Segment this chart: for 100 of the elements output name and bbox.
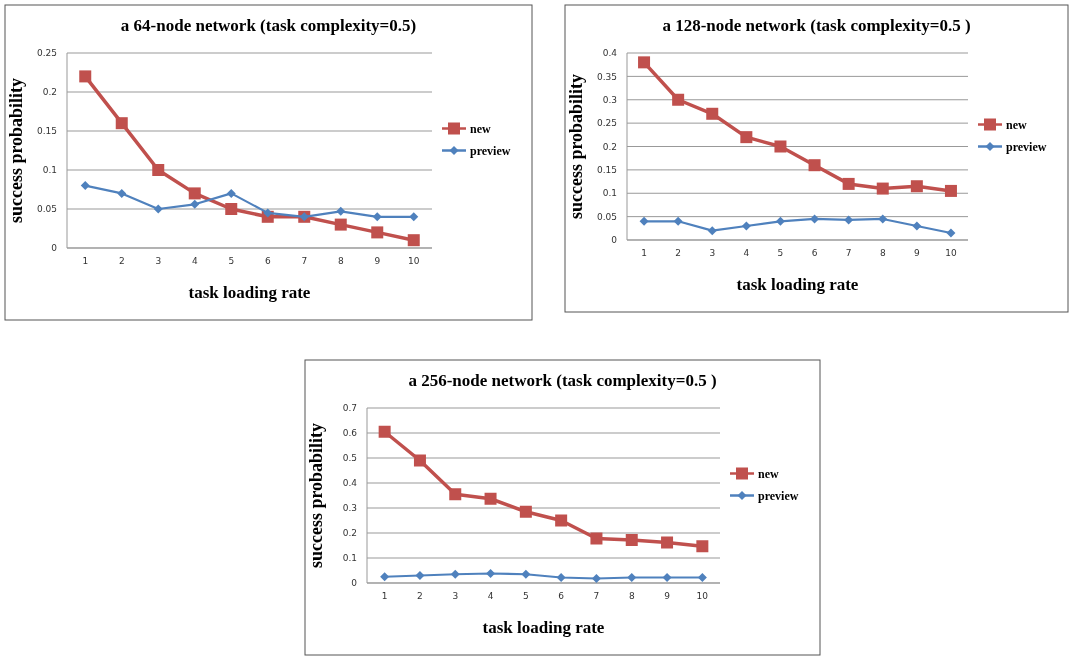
point	[484, 492, 497, 505]
point	[808, 159, 821, 172]
y-axis-title: success probability	[306, 422, 326, 569]
legend-label: new	[470, 121, 491, 136]
y-tick-label: 0.05	[36, 204, 57, 215]
x-tick-label: 5	[522, 591, 529, 601]
chart-title: a 128-node network (task complexity=0.5 )	[662, 16, 971, 35]
x-tick-label: 5	[777, 248, 784, 258]
point	[79, 70, 92, 83]
x-tick-label: 5	[228, 256, 235, 266]
x-tick-label: 1	[381, 591, 388, 601]
point	[450, 569, 460, 579]
point	[225, 203, 238, 215]
y-tick-label: 0	[611, 235, 618, 246]
x-tick-label: 2	[675, 248, 682, 258]
y-tick-label: 0.25	[36, 48, 57, 59]
point	[190, 199, 200, 209]
point	[910, 180, 923, 193]
point	[590, 532, 603, 545]
point	[334, 218, 347, 231]
x-tick-label: 3	[155, 256, 162, 266]
x-tick-label: 10	[696, 591, 709, 601]
x-tick-label: 8	[628, 591, 635, 601]
point	[876, 182, 889, 195]
y-tick-label: 0.15	[596, 165, 617, 176]
point	[878, 214, 888, 224]
point	[117, 188, 127, 198]
point	[415, 571, 425, 580]
y-axis-title: success probability	[566, 73, 586, 220]
point	[707, 226, 717, 236]
y-tick-label: 0.5	[342, 453, 357, 464]
x-tick-label: 10	[408, 256, 420, 266]
point	[775, 216, 785, 226]
point	[556, 573, 566, 582]
y-axis-title: success probability	[6, 77, 26, 224]
x-tick-label: 9	[664, 591, 671, 601]
legend-label: preview	[470, 143, 511, 158]
point	[912, 221, 922, 231]
point	[662, 573, 672, 582]
legend-label: preview	[1006, 139, 1047, 154]
x-tick-label: 7	[593, 591, 600, 601]
point	[449, 488, 462, 501]
point	[639, 216, 649, 226]
point	[521, 569, 531, 579]
x-tick-label: 2	[118, 256, 125, 266]
point	[372, 212, 382, 222]
y-tick-label: 0.4	[602, 48, 618, 59]
x-tick-label: 6	[558, 591, 565, 601]
y-tick-label: 0.15	[36, 126, 57, 137]
point	[378, 425, 391, 438]
point	[944, 184, 957, 197]
point	[409, 212, 419, 222]
x-tick-label: 8	[879, 248, 886, 258]
point	[661, 536, 674, 549]
y-tick-label: 0.35	[596, 71, 617, 82]
x-tick-label: 7	[845, 248, 852, 258]
x-tick-label: 3	[452, 591, 459, 601]
x-tick-label: 7	[301, 256, 308, 266]
point	[555, 514, 568, 527]
point	[625, 534, 638, 546]
point	[696, 540, 709, 553]
y-tick-label: 0	[51, 243, 58, 254]
x-tick-label: 10	[945, 248, 957, 258]
point	[153, 204, 163, 214]
y-tick-label: 0.25	[596, 118, 617, 129]
point	[774, 140, 787, 153]
y-tick-label: 0.2	[602, 141, 617, 152]
legend-label: new	[1006, 117, 1027, 132]
x-tick-label: 4	[487, 591, 494, 601]
point	[638, 56, 651, 69]
x-tick-label: 4	[191, 256, 198, 266]
y-tick-label: 0	[351, 578, 358, 589]
x-axis-title: task loading rate	[188, 283, 311, 302]
y-tick-label: 0.7	[342, 403, 357, 414]
point	[263, 208, 273, 218]
point	[371, 226, 384, 239]
point	[152, 164, 165, 176]
point	[519, 505, 532, 518]
legend-label: new	[758, 466, 779, 481]
x-tick-label: 4	[743, 248, 750, 258]
point	[842, 177, 855, 190]
point	[672, 93, 685, 106]
legend-label: preview	[758, 488, 799, 503]
point	[627, 573, 637, 582]
chart-title: a 256-node network (task complexity=0.5 )	[408, 371, 717, 390]
point	[740, 131, 753, 144]
point	[946, 228, 956, 238]
point	[188, 187, 201, 200]
y-tick-label: 0.3	[602, 94, 617, 105]
y-tick-label: 0.2	[42, 87, 57, 98]
point	[673, 216, 683, 226]
point	[336, 206, 346, 216]
point	[844, 215, 854, 225]
x-axis-title: task loading rate	[736, 275, 859, 294]
point	[407, 234, 420, 247]
y-tick-label: 0.6	[342, 428, 358, 439]
point	[486, 569, 496, 578]
x-tick-label: 6	[811, 248, 818, 258]
point	[697, 573, 707, 582]
x-axis-title: task loading rate	[482, 618, 605, 637]
